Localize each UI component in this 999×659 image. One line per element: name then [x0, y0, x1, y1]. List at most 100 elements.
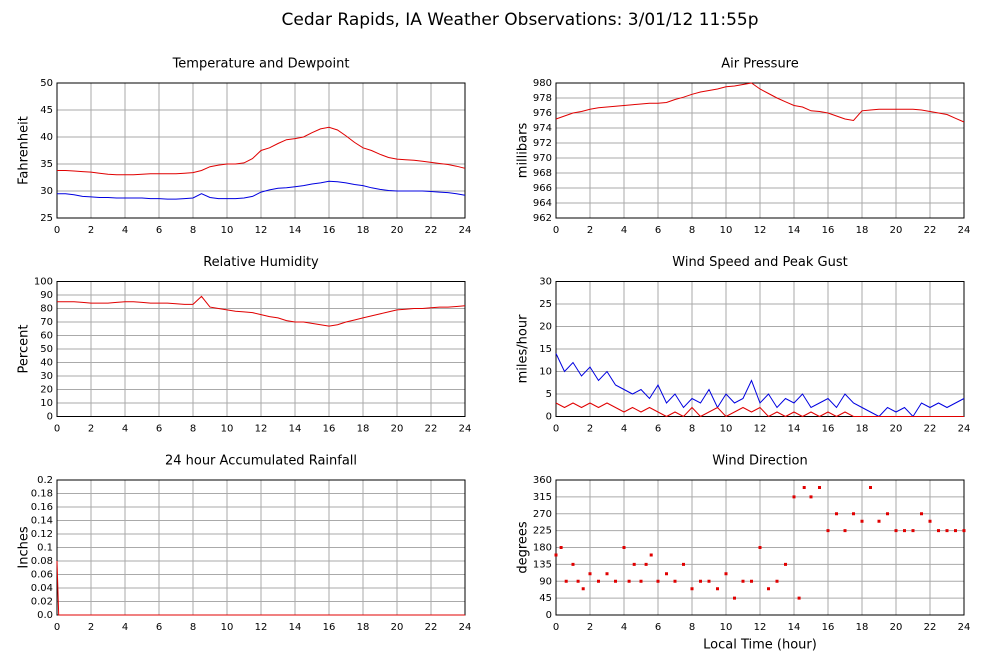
x-tick-label: 8: [689, 225, 695, 236]
x-tick-label: 20: [890, 622, 903, 633]
x-tick-label: 0: [553, 225, 559, 236]
data-point: [903, 529, 906, 533]
y-tick-label: 0.18: [31, 489, 53, 500]
data-point: [639, 579, 643, 583]
y-tick-label: 100: [34, 277, 53, 288]
x-tick-label: 12: [255, 225, 268, 236]
plot-frame: [56, 281, 466, 417]
y-tick-label: 30: [539, 277, 552, 288]
x-tick-label: 22: [924, 225, 937, 236]
data-point: [682, 562, 685, 566]
x-tick-label: 24: [958, 622, 971, 633]
data-point: [564, 579, 568, 583]
data-line: [555, 353, 965, 418]
y-tick-label: 20: [539, 322, 552, 333]
x-tick-label: 8: [689, 424, 695, 435]
data-point: [937, 529, 940, 533]
y-tick-label: 0: [47, 412, 53, 423]
y-tick-label: 0.2: [37, 475, 53, 486]
y-tick-label: 25: [539, 299, 552, 310]
x-axis-label: Local Time (hour): [703, 638, 817, 653]
data-point: [860, 519, 864, 523]
y-tick-label: 964: [533, 198, 552, 209]
x-tick-label: 16: [323, 424, 336, 435]
data-point: [877, 519, 881, 523]
data-point: [614, 579, 617, 583]
y-tick-label: 40: [40, 132, 53, 143]
x-tick-label: 22: [425, 225, 438, 236]
x-tick-label: 2: [88, 622, 94, 633]
x-tick-label: 14: [289, 424, 302, 435]
y-tick-label: 180: [533, 543, 552, 554]
y-axis-label: degrees: [516, 521, 531, 574]
data-point: [699, 579, 702, 583]
x-tick-label: 10: [221, 622, 234, 633]
x-tick-label: 10: [720, 622, 733, 633]
x-tick-label: 16: [822, 225, 835, 236]
y-tick-label: 0.16: [31, 502, 53, 513]
data-point: [843, 529, 847, 533]
x-tick-label: 6: [655, 622, 661, 633]
y-axis-label: Percent: [17, 325, 32, 374]
data-point: [894, 529, 898, 533]
x-tick-label: 18: [357, 424, 370, 435]
data-point: [588, 572, 592, 576]
data-point: [809, 495, 813, 499]
data-point: [818, 486, 821, 489]
data-point: [656, 579, 660, 583]
data-point: [802, 486, 806, 489]
data-point: [627, 579, 631, 583]
data-point: [962, 529, 966, 533]
data-point: [597, 579, 600, 583]
data-point: [644, 562, 648, 566]
x-tick-label: 6: [156, 225, 162, 236]
x-tick-label: 24: [958, 424, 971, 435]
plot-frame: [555, 281, 965, 417]
data-point: [920, 512, 923, 516]
data-point: [724, 572, 728, 576]
data-line: [555, 402, 964, 418]
x-tick-label: 0: [54, 622, 60, 633]
y-tick-label: 0: [546, 610, 552, 621]
x-tick-label: 4: [122, 622, 128, 633]
chart-title: Relative Humidity: [203, 255, 319, 270]
y-tick-label: 0.06: [31, 570, 53, 581]
data-point: [622, 546, 626, 549]
data-point: [750, 579, 753, 583]
chart-title: Wind Direction: [712, 454, 808, 469]
x-tick-label: 16: [822, 622, 835, 633]
x-tick-label: 18: [357, 225, 370, 236]
y-tick-label: 40: [40, 358, 53, 369]
x-tick-label: 22: [425, 622, 438, 633]
data-point: [869, 486, 872, 489]
data-point: [784, 562, 787, 566]
x-tick-label: 14: [289, 225, 302, 236]
data-line: [555, 82, 965, 123]
x-tick-label: 20: [890, 424, 903, 435]
data-point: [758, 546, 762, 549]
x-tick-label: 22: [425, 424, 438, 435]
y-tick-label: 974: [533, 123, 552, 134]
y-tick-label: 0.12: [31, 529, 53, 540]
y-tick-label: 90: [539, 576, 552, 587]
x-tick-label: 4: [122, 225, 128, 236]
y-tick-label: 966: [533, 183, 552, 194]
y-tick-label: 962: [533, 213, 552, 224]
y-tick-label: 30: [40, 371, 53, 382]
y-axis-label: Fahrenheit: [17, 116, 32, 185]
x-tick-label: 16: [323, 622, 336, 633]
figure-title: Cedar Rapids, IA Weather Observations: 3…: [281, 10, 758, 30]
data-point: [673, 579, 677, 583]
x-tick-label: 20: [391, 225, 404, 236]
x-tick-label: 2: [88, 225, 94, 236]
data-point: [665, 572, 668, 576]
data-line: [57, 180, 466, 200]
x-tick-label: 12: [754, 225, 767, 236]
data-point: [792, 495, 796, 499]
x-tick-label: 12: [255, 424, 268, 435]
data-point: [690, 587, 694, 591]
x-tick-label: 12: [754, 424, 767, 435]
x-tick-label: 24: [459, 622, 472, 633]
x-tick-label: 22: [924, 424, 937, 435]
x-tick-label: 6: [156, 424, 162, 435]
